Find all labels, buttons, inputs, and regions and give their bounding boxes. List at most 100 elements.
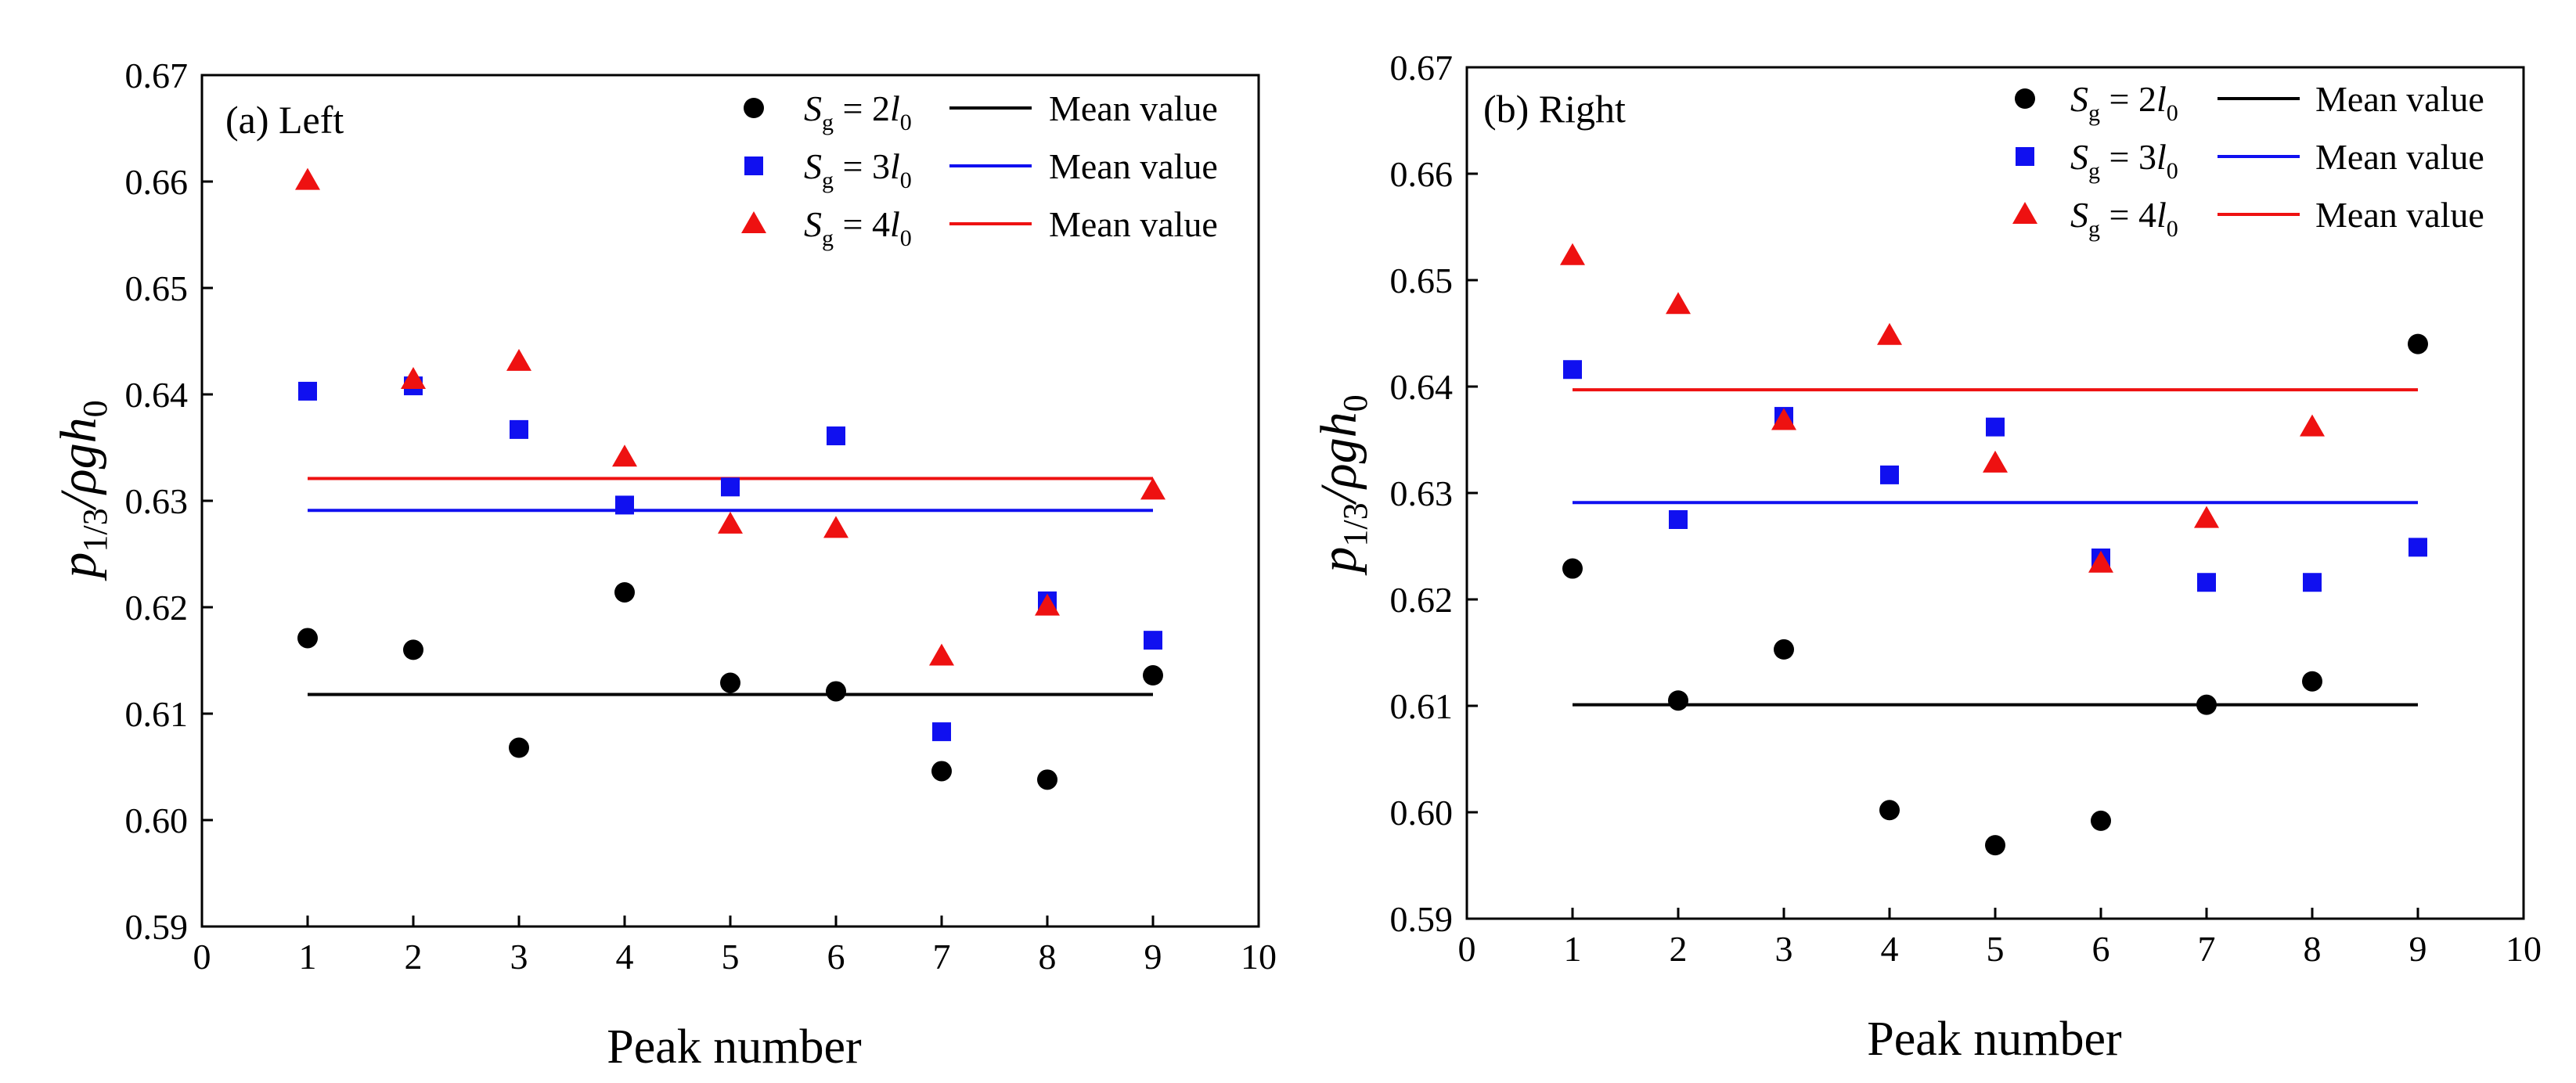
x-axis-title-left: Peak number [607,1020,862,1074]
x-tick-label: 4 [616,937,634,977]
panel-title-right: (b) Right [1483,87,1626,131]
data-point-circle [720,672,740,693]
legend-entry-right-3: Sg = 4l0 Mean value [2012,195,2484,242]
data-point-square [298,381,317,401]
y-axis-title-right: p1/3/ρgh0 [1310,394,1374,575]
data-point-circle [1668,690,1688,711]
legend-label: Sg = 2l0 [2070,79,2178,126]
y-tick-label: 0.63 [125,481,189,521]
data-point-circle [1143,665,1163,686]
data-point-square [721,477,740,497]
data-point-circle [2196,694,2217,715]
data-point-circle [2302,671,2322,692]
x-tick-label: 9 [1144,937,1162,977]
data-point-square [1986,417,2005,437]
data-point-triangle [1140,477,1166,500]
data-point-triangle [1560,243,1585,265]
legend-mean-label: Mean value [1049,88,1218,128]
data-point-circle [2408,333,2428,354]
ticks-right: 0 1 2 3 4 5 6 7 8 9 10 0.59 0.60 0.61 0.62 0.63 0.64 0.65… [1390,48,2542,969]
data-point-triangle [2194,506,2219,528]
plot-frame-left [200,74,1260,928]
x-tick-label: 8 [2304,929,2322,969]
legend-marker-triangle [2012,202,2037,224]
data-point-triangle [929,643,954,666]
x-tick-label: 2 [405,937,423,977]
x-tick-label: 4 [1881,929,1899,969]
y-tick-label: 0.61 [1390,686,1454,726]
data-point-triangle [1877,322,1902,345]
legend-label: Sg = 3l0 [2070,137,2178,184]
data-point-circle [2091,810,2111,831]
data-point-square [615,495,634,515]
data-point-circle [826,681,846,702]
data-point-circle [1037,769,1057,790]
x-tick-label: 6 [827,937,845,977]
legend-marker-square [2016,147,2034,166]
y-tick-label: 0.63 [1390,473,1454,513]
x-tick-label: 10 [1241,937,1277,977]
y-tick-label: 0.65 [125,268,189,308]
y-tick-label: 0.65 [1390,261,1454,300]
data-point-triangle [718,511,743,534]
data-point-circle [931,761,952,782]
y-tick-label: 0.62 [125,588,189,628]
y-tick-label: 0.64 [1390,367,1454,407]
data-point-triangle [1771,408,1796,430]
data-point-triangle [823,516,848,538]
x-tick-label: 10 [2506,929,2542,969]
y-axis-title-left: p1/3/ρgh0 [50,400,114,581]
x-tick-label: 0 [1458,929,1476,969]
data-point-circle [403,639,423,660]
data-point-circle [1985,835,2005,856]
data-point-circle [614,581,635,603]
y-tick-label: 0.62 [1390,580,1454,620]
y-tick-label: 0.66 [1390,154,1454,194]
data-point-circle [509,737,529,758]
data-point-square [2197,573,2216,592]
ticks-left: 0 1 2 3 4 5 6 7 8 9 10 0.59 0.60 0.61 0.62 0.63 0.64 0.65… [125,56,1277,977]
data-point-triangle [2088,550,2113,573]
data-point-square [1563,360,1582,380]
y-tick-label: 0.61 [125,694,189,734]
legend-mean-label: Mean value [2315,137,2484,177]
data-point-triangle [2300,414,2325,437]
y-tick-label: 0.60 [1390,793,1454,833]
y-tick-label: 0.59 [125,907,189,947]
data-point-square [2303,573,2322,592]
panel-right: (b) Right Peak number p1/3/ρgh0 0 1 2 3 4 5 6 7… [1310,48,2542,1066]
legend-marker-triangle [741,211,766,233]
x-tick-label: 3 [510,937,528,977]
legend-marker-circle [2015,88,2035,109]
legend-label: Sg = 4l0 [804,204,912,251]
data-point-square [932,722,951,742]
data-points-right [1560,243,2428,856]
data-point-triangle [1666,292,1691,315]
data-point-square [1144,631,1162,650]
data-points-left [295,167,1166,790]
data-point-triangle [295,167,320,190]
legend-entry-right-1: Sg = 2l0 Mean value [2015,79,2484,126]
x-tick-label: 3 [1775,929,1793,969]
x-tick-label: 2 [1670,929,1688,969]
y-tick-label: 0.64 [125,375,189,415]
legend-mean-label: Mean value [1049,146,1218,186]
data-point-square [827,426,845,446]
x-tick-label: 8 [1039,937,1057,977]
y-tick-label: 0.67 [1390,48,1454,88]
panel-left: (a) Left Peak number p1/3/ρgh0 0 1 2 3 4 5 6 7 8… [50,56,1277,1074]
plot-frame-right [1465,66,2525,920]
data-point-triangle [1035,593,1060,616]
data-point-circle [1774,639,1794,660]
legend-mean-label: Mean value [1049,204,1218,244]
x-tick-label: 5 [722,937,740,977]
x-tick-label: 6 [2092,929,2110,969]
x-tick-label: 7 [933,937,951,977]
data-point-circle [1879,800,1900,821]
data-point-circle [297,628,318,649]
data-point-triangle [1983,450,2008,473]
data-point-circle [1562,558,1583,579]
legend-label: Sg = 4l0 [2070,195,2178,242]
